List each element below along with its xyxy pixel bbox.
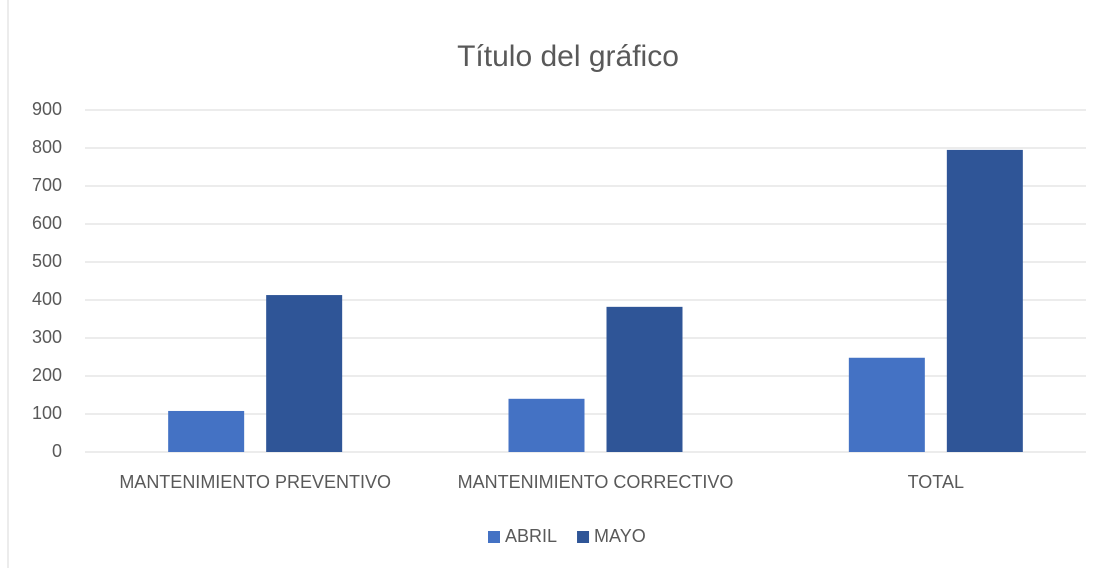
y-tick-label: 800 — [32, 137, 62, 157]
bar — [946, 149, 1023, 452]
legend-swatch — [577, 531, 590, 543]
y-tick-label: 600 — [32, 213, 62, 233]
y-tick-label: 0 — [52, 441, 62, 461]
legend-label: ABRIL — [505, 526, 557, 546]
y-tick-label: 700 — [32, 175, 62, 195]
y-tick-label: 300 — [32, 327, 62, 347]
bar — [266, 295, 343, 452]
y-tick-label: 200 — [32, 365, 62, 385]
x-tick-label: MANTENIMIENTO CORRECTIVO — [458, 472, 734, 492]
legend-swatch — [488, 531, 500, 543]
y-tick-label: 500 — [32, 251, 62, 271]
bar — [168, 410, 245, 452]
bar — [848, 357, 925, 452]
y-tick-label: 400 — [32, 289, 62, 309]
x-tick-label: TOTAL — [908, 472, 964, 492]
bar — [508, 398, 585, 452]
y-tick-label: 900 — [32, 99, 62, 119]
legend-label: MAYO — [594, 526, 646, 546]
y-tick-label: 100 — [32, 403, 62, 423]
bar — [606, 306, 683, 452]
x-tick-label: MANTENIMIENTO PREVENTIVO — [119, 472, 391, 492]
chart-title: Título del gráfico — [457, 40, 679, 73]
